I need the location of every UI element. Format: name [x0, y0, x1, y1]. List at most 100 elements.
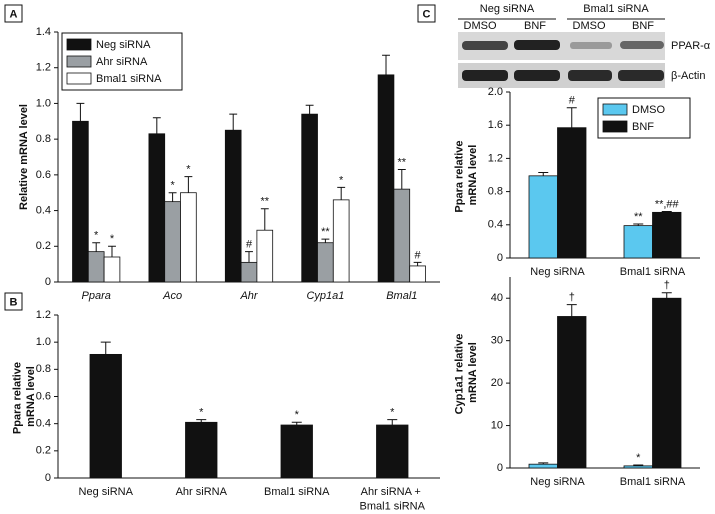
y-tick-label: 0.6: [36, 169, 51, 181]
band: [462, 70, 508, 81]
bar: [240, 261, 258, 283]
y-axis-label: Ppara relative mRNA level: [453, 137, 479, 212]
y-tick-label: 0.4: [36, 204, 51, 216]
y-axis-label: Ppara relative mRNA level: [11, 359, 37, 434]
x-tick-label: Neg siRNA: [530, 476, 585, 488]
legend-swatch: [66, 72, 92, 85]
bar: [623, 225, 653, 259]
annotation: *: [199, 406, 204, 418]
annotation: #: [415, 249, 422, 261]
y-tick-label: 0.2: [36, 240, 51, 252]
bar: [528, 463, 558, 469]
legend-label: BNF: [632, 121, 654, 133]
y-tick-label: 10: [491, 419, 503, 431]
bar: [332, 199, 350, 283]
panel-box: [4, 4, 23, 23]
legend-swatch: [602, 103, 628, 116]
y-tick-label: 0: [497, 462, 503, 474]
annotation: †: [664, 280, 670, 292]
error-bar: [382, 54, 390, 75]
error-bar: [337, 186, 346, 200]
x-tick-label: Ahr siRNA: [176, 486, 228, 498]
panel-label: A: [10, 8, 18, 20]
x-tick-label: Bmal1 siRNA: [620, 476, 686, 488]
error-bar: [168, 192, 177, 202]
annotation: **,##: [655, 198, 680, 210]
error-bar: [397, 169, 406, 190]
bar: [148, 133, 166, 283]
band: [620, 41, 664, 49]
band: [570, 42, 612, 49]
error-bar: [92, 242, 101, 252]
lane-label: DMSO: [573, 20, 606, 32]
y-tick-label: 30: [491, 335, 503, 347]
error-bar: [538, 462, 549, 465]
error-bar: [229, 113, 238, 131]
panel-label: B: [10, 296, 18, 308]
y-tick-label: 0.8: [36, 363, 51, 375]
y-tick-label: 1.2: [36, 309, 51, 321]
bar: [376, 424, 409, 479]
y-tick-label: 0.4: [488, 219, 503, 231]
group-label: Neg siRNA: [480, 3, 535, 15]
bar: [185, 421, 218, 479]
y-tick-label: 0.8: [488, 186, 503, 198]
y-tick-label: 2.0: [488, 86, 503, 98]
annotation: **: [634, 211, 643, 223]
x-tick-label: Bmal1 siRNA: [620, 266, 686, 278]
error-bar: [100, 341, 111, 355]
legend-label: Neg siRNA: [96, 39, 151, 51]
x-tick-label: Aco: [162, 290, 182, 302]
bar: [224, 129, 242, 283]
band: [514, 70, 560, 81]
error-bar: [152, 117, 161, 134]
error-bar: [538, 172, 549, 176]
legend-swatch: [602, 120, 628, 133]
y-tick-label: 0: [45, 472, 51, 484]
y-tick-label: 0.6: [36, 390, 51, 402]
x-tick-label: Ppara: [82, 290, 111, 302]
error-bar: [291, 421, 302, 426]
bar: [557, 127, 587, 259]
annotation: *: [110, 233, 115, 245]
annotation: *: [170, 180, 175, 192]
error-bar: [76, 102, 85, 122]
bar: [164, 201, 181, 283]
annotation: **: [321, 226, 330, 238]
annotation: *: [339, 174, 344, 186]
lane-label: BNF: [524, 20, 546, 32]
y-tick-label: 0.8: [36, 133, 51, 145]
bar: [623, 465, 653, 469]
y-tick-label: 1.2: [488, 152, 503, 164]
x-tick-label: Neg siRNA: [530, 266, 585, 278]
lane-label: BNF: [632, 20, 654, 32]
lane-label: DMSO: [464, 20, 497, 32]
annotation: *: [94, 230, 99, 242]
error-bar: [566, 107, 577, 128]
bar: [528, 175, 558, 259]
x-tick-label: Ahr siRNA + Bmal1 siRNA: [360, 486, 426, 512]
panel-label: C: [423, 8, 431, 20]
error-bar: [184, 176, 193, 193]
bar: [256, 229, 274, 283]
panel-box: [4, 292, 23, 311]
y-tick-label: 0.2: [36, 445, 51, 457]
y-tick-label: 1.6: [488, 119, 503, 131]
y-tick-label: 0.4: [36, 418, 51, 430]
y-tick-label: 1.0: [36, 336, 51, 348]
x-tick-label: Cyp1a1: [306, 290, 344, 302]
error-bar: [108, 245, 116, 257]
band-label: β-Actin: [671, 70, 705, 82]
blot: Neg siRNA Bmal1 siRNA DMSO BNF DMSO BNF …: [458, 3, 711, 88]
error-bar: [661, 292, 672, 299]
error-bar: [321, 238, 330, 243]
annotation: *: [636, 452, 641, 464]
group-label: Bmal1 siRNA: [583, 3, 649, 15]
bar: [89, 353, 122, 479]
error-bar: [413, 261, 422, 266]
error-bar: [196, 419, 207, 423]
annotation: †: [569, 291, 575, 303]
annotation: *: [390, 406, 395, 418]
error-bar: [305, 104, 314, 115]
